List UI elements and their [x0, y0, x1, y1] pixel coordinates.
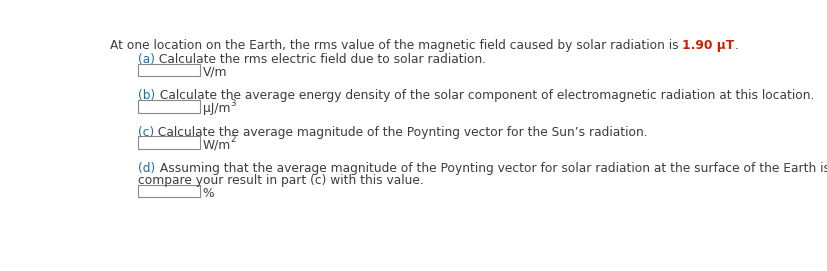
Text: Assuming that the average magnitude of the Poynting vector for solar radiation a: Assuming that the average magnitude of t… — [155, 162, 827, 175]
Text: (c): (c) — [138, 126, 155, 139]
Text: (b): (b) — [138, 89, 155, 102]
Text: (a): (a) — [138, 53, 155, 66]
Bar — [138, 137, 200, 149]
Text: Calculate the average energy density of the solar component of electromagnetic r: Calculate the average energy density of … — [155, 89, 814, 102]
Text: 2: 2 — [231, 135, 237, 144]
Text: compare your result in part (c) with this value.: compare your result in part (c) with thi… — [138, 174, 424, 187]
Text: µJ/m: µJ/m — [203, 102, 230, 115]
Text: 3: 3 — [230, 99, 236, 108]
Bar — [138, 100, 200, 112]
Text: (d): (d) — [138, 162, 155, 175]
Text: Calculate the average magnitude of the Poynting vector for the Sun’s radiation.: Calculate the average magnitude of the P… — [155, 126, 648, 139]
Text: Calculate the rms electric field due to solar radiation.: Calculate the rms electric field due to … — [155, 53, 486, 66]
Text: %: % — [203, 186, 214, 199]
Bar — [138, 185, 200, 197]
Text: .: . — [734, 40, 739, 53]
Bar — [138, 64, 200, 76]
Text: 1.90 µT: 1.90 µT — [682, 40, 734, 53]
Text: W/m: W/m — [203, 138, 231, 151]
Text: V/m: V/m — [203, 66, 227, 79]
Text: At one location on the Earth, the rms value of the magnetic field caused by sola: At one location on the Earth, the rms va… — [109, 40, 682, 53]
